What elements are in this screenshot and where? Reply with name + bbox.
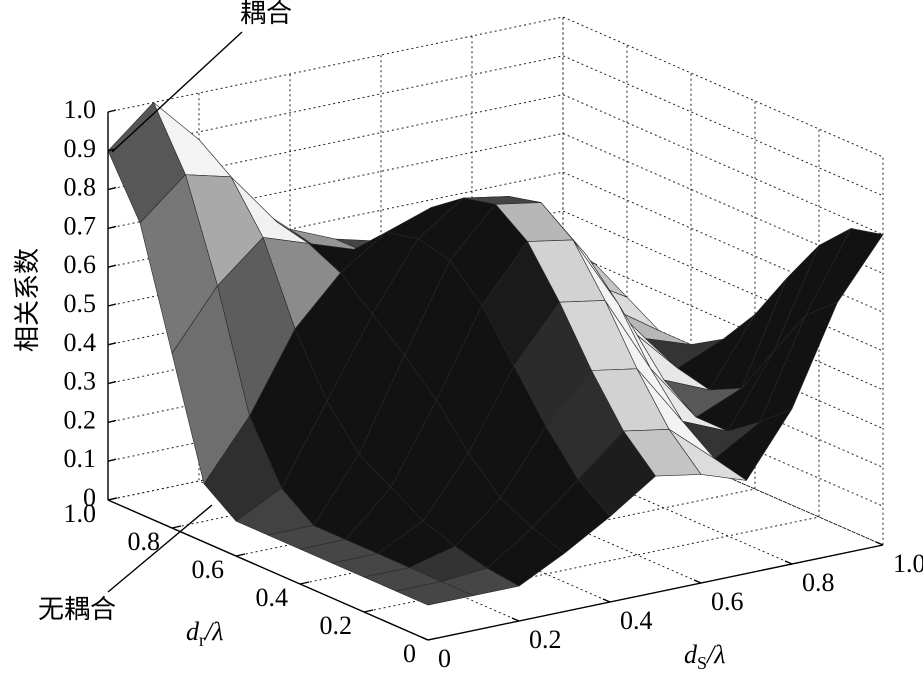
z-tick-label: 1.0 bbox=[64, 95, 97, 124]
z-tick-label: 0.9 bbox=[64, 134, 97, 163]
y-tick bbox=[299, 581, 310, 585]
z-tick bbox=[107, 380, 117, 385]
z-tick-label: 0.6 bbox=[64, 250, 97, 279]
x-tick-label: 0.2 bbox=[529, 625, 562, 654]
x-tick bbox=[784, 560, 793, 565]
y-tick bbox=[427, 637, 438, 641]
x-axis-label: dS/λ bbox=[684, 640, 726, 673]
y-tick bbox=[235, 553, 246, 557]
z-axis-label: 相关系数 bbox=[13, 248, 42, 352]
z-tick bbox=[107, 186, 117, 191]
z-tick-label: 0.3 bbox=[64, 367, 97, 396]
z-tick bbox=[107, 264, 117, 268]
y-tick bbox=[171, 525, 182, 529]
annotation-leader bbox=[111, 31, 243, 153]
y-tick-label: 0 bbox=[403, 639, 416, 668]
grid-line bbox=[471, 36, 793, 565]
z-tick-label: 0.7 bbox=[64, 211, 97, 240]
x-tick bbox=[602, 598, 611, 603]
y-axis-label-sub: r bbox=[199, 630, 205, 650]
axes: 00.10.20.30.40.50.60.70.80.91.000.20.40.… bbox=[64, 95, 923, 673]
z-tick-label: 0 bbox=[83, 483, 96, 512]
z-tick bbox=[107, 109, 117, 113]
x-tick-label: 0 bbox=[438, 644, 451, 673]
annotation: 无耦合 bbox=[38, 595, 116, 624]
grid-line bbox=[562, 17, 884, 546]
z-tick bbox=[107, 225, 117, 230]
surface bbox=[107, 102, 884, 606]
y-tick-label: 0.6 bbox=[192, 555, 225, 584]
x-axis-label-main: d bbox=[684, 640, 698, 669]
x-tick-label: 1.0 bbox=[893, 549, 923, 578]
x-axis bbox=[427, 544, 884, 641]
x-tick-label: 0.6 bbox=[711, 587, 744, 616]
y-tick bbox=[107, 497, 118, 501]
y-axis-label-tail: /λ bbox=[203, 617, 223, 646]
z-tick-label: 0.1 bbox=[64, 444, 97, 473]
y-tick bbox=[363, 609, 374, 613]
x-tick-label: 0.4 bbox=[620, 606, 653, 635]
x-tick-label: 0.8 bbox=[802, 568, 835, 597]
grid-line bbox=[380, 55, 702, 584]
y-tick-label: 0.2 bbox=[320, 611, 353, 640]
x-tick bbox=[693, 579, 702, 584]
y-axis bbox=[107, 499, 429, 641]
y-tick-label: 0.8 bbox=[128, 527, 161, 556]
x-axis-label-tail: /λ bbox=[705, 640, 725, 669]
z-tick-label: 0.2 bbox=[64, 405, 97, 434]
x-tick bbox=[420, 636, 429, 641]
y-axis-label-main: d bbox=[186, 617, 200, 646]
surface-patch bbox=[395, 581, 474, 606]
z-tick bbox=[107, 419, 117, 424]
z-tick bbox=[107, 303, 117, 307]
z-tick-label: 0.4 bbox=[64, 328, 97, 357]
grid-line bbox=[107, 16, 884, 158]
z-tick bbox=[107, 458, 117, 462]
z-tick-label: 0.5 bbox=[64, 289, 97, 318]
z-tick bbox=[107, 342, 117, 346]
y-axis-label: dr/λ bbox=[186, 617, 223, 650]
annotation: 耦合 bbox=[240, 0, 292, 28]
y-tick-label: 0.4 bbox=[256, 583, 289, 612]
x-tick bbox=[511, 617, 520, 622]
x-axis-label-sub: S bbox=[697, 653, 707, 673]
z-tick-label: 0.8 bbox=[64, 173, 97, 202]
annotation-leader bbox=[107, 504, 213, 593]
y-tick-label: 1.0 bbox=[64, 499, 97, 528]
x-tick bbox=[875, 541, 884, 546]
